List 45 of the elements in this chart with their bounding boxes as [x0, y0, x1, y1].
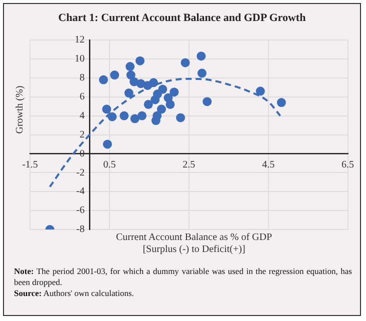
x-tick-label: 4.5	[262, 159, 275, 170]
point	[149, 78, 158, 88]
y-tick-label: 12	[74, 34, 85, 46]
point	[108, 112, 117, 122]
x-tick-label: 6.5	[342, 159, 354, 170]
y-tick-label: 8	[80, 72, 85, 84]
point	[152, 111, 162, 120]
point	[98, 75, 108, 84]
point	[110, 70, 120, 80]
x-tick-label: 0.5	[103, 159, 116, 170]
point	[196, 52, 206, 61]
point	[166, 100, 175, 109]
point	[102, 104, 112, 114]
point	[120, 111, 129, 120]
y-tick-label: 10	[74, 54, 85, 65]
point	[197, 68, 206, 78]
point	[102, 140, 112, 149]
y-tick-label: 2	[80, 129, 85, 140]
point	[124, 88, 134, 98]
x-tick-label: 2.5	[182, 159, 196, 170]
y-axis-title: Growth (%)	[14, 86, 26, 134]
text: Note: The period 2001-03, for which a dummy variable was used in the regression equation, has been dropped.	[14, 266, 352, 288]
point	[126, 62, 135, 72]
y-tick-label: -4	[76, 186, 85, 198]
source-note: Source: Authors' own calculations.	[14, 288, 135, 299]
x-axis-title: Current Account Balance as % of GDP [Surplus (-) to Deficit(+)]	[116, 232, 272, 255]
point	[158, 84, 168, 94]
point	[176, 113, 186, 122]
point	[136, 56, 145, 66]
point	[202, 97, 212, 106]
point	[138, 111, 147, 120]
y-tick-label: -8	[76, 224, 85, 236]
point	[144, 100, 153, 109]
point	[130, 114, 140, 124]
y-tick-label: 4	[80, 110, 85, 122]
y-tick-label: -2	[76, 167, 85, 178]
point	[276, 98, 286, 108]
point	[180, 58, 190, 68]
point	[170, 88, 179, 97]
chart-title: Chart 1: Current Account Balance and GDP Growth	[57, 12, 307, 24]
point	[256, 86, 265, 96]
x-tick-label: -1.5	[22, 159, 38, 170]
y-tick-label: -6	[76, 205, 85, 216]
y-tick-label: 6	[80, 91, 85, 102]
point	[156, 104, 166, 114]
